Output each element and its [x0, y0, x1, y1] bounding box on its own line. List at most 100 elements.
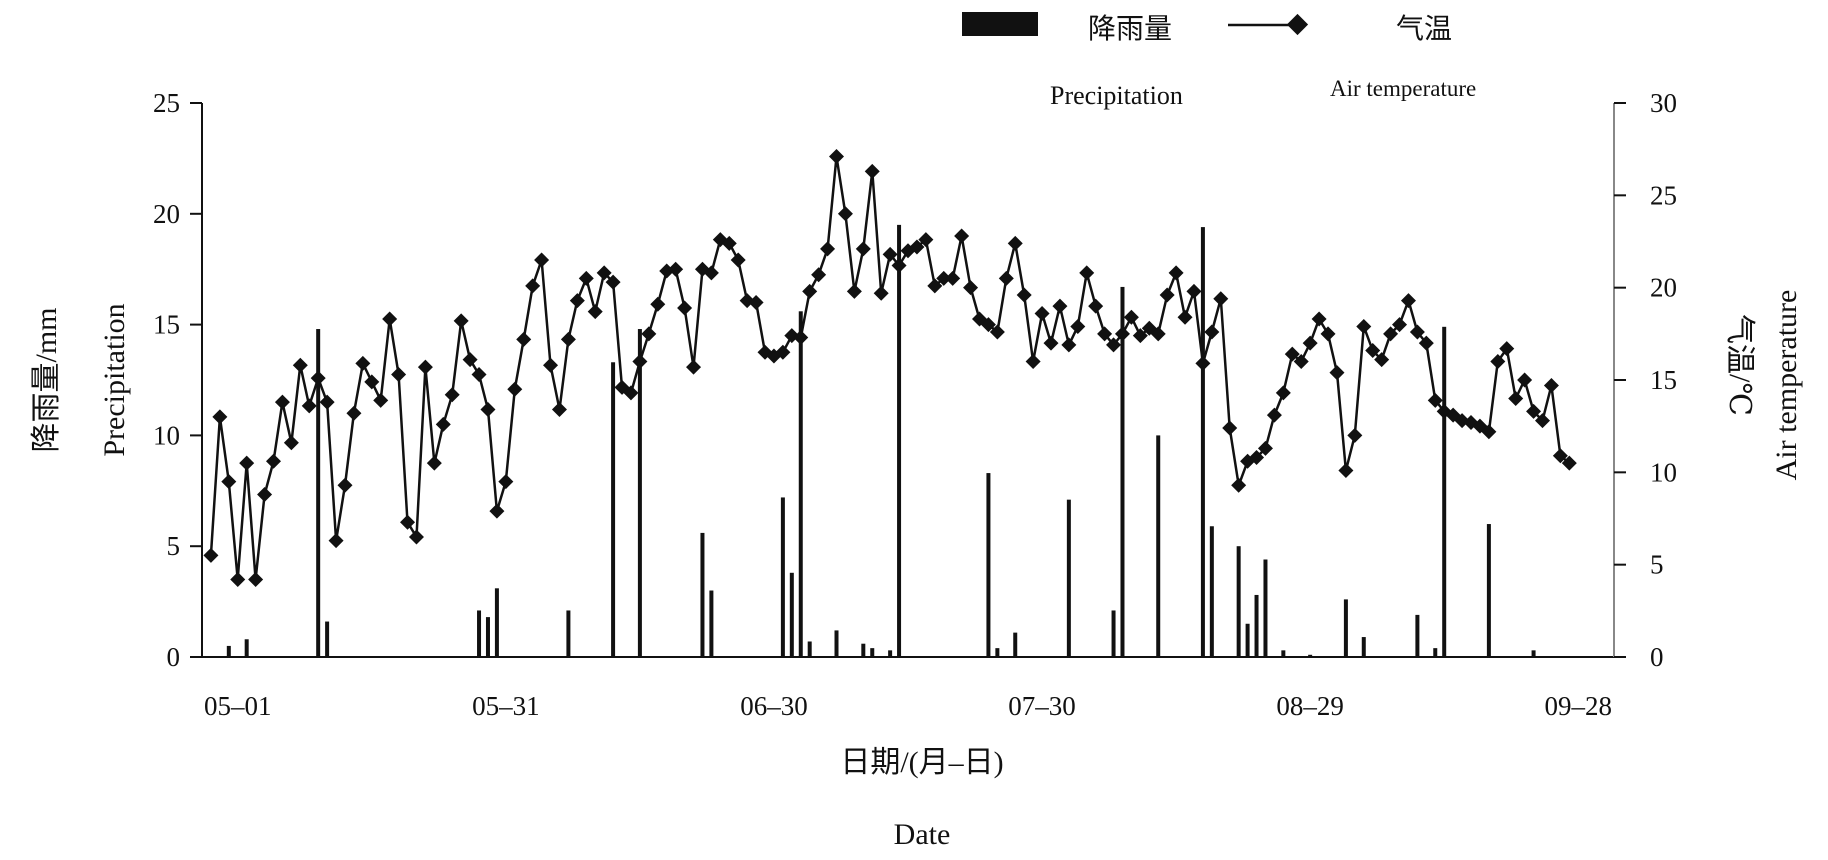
temperature-point: [337, 477, 353, 493]
temperature-point: [1490, 354, 1506, 370]
precipitation-bar: [709, 590, 714, 657]
precipitation-bar: [700, 532, 705, 657]
temperature-point: [1383, 326, 1399, 342]
legend-diamond-marker: [1286, 13, 1309, 36]
temperature-point: [328, 533, 344, 549]
precipitation-bar: [834, 630, 839, 657]
temperature-point: [1088, 298, 1104, 314]
temperature-point: [1257, 440, 1273, 456]
temperature-point: [811, 267, 827, 283]
temperature-point: [1150, 326, 1166, 342]
temperature-point: [364, 374, 380, 390]
x-title-cn: 日期/(月–日): [840, 746, 1003, 779]
precipitation-bar: [1013, 632, 1018, 657]
temperature-point: [864, 163, 880, 179]
precipitation-bar: [485, 617, 490, 657]
temperature-point: [1302, 335, 1318, 351]
temperature-point: [721, 235, 737, 251]
precipitation-bar: [897, 224, 902, 657]
y-left-title-cn: 降雨量/mm: [30, 307, 63, 452]
temperature-point: [292, 357, 308, 373]
y-right-tick-label: 20: [1650, 273, 1677, 303]
temperature-point: [587, 304, 603, 320]
temperature-point: [1034, 306, 1050, 322]
temperature-point: [891, 258, 907, 274]
temperature-point: [1409, 324, 1425, 340]
precipitation-bar: [1308, 654, 1313, 657]
temperature-point: [1320, 326, 1336, 342]
temperature-point: [462, 352, 478, 368]
temperature-point: [1392, 317, 1408, 333]
temperature-point: [1347, 427, 1363, 443]
temperature-point: [346, 405, 362, 421]
temperature-point: [355, 355, 371, 371]
temperature-point: [775, 344, 791, 360]
legend: 降雨量 气温 Precipitation Air temperature: [962, 12, 1476, 110]
temperature-point: [686, 359, 702, 375]
temperature-point: [1552, 448, 1568, 464]
x-axis-ticks: 05–01 05–31 06–30 07–30 08–29 09–28: [204, 691, 1612, 721]
temperature-point: [1213, 291, 1229, 307]
temperature-point: [480, 402, 496, 418]
y-left-tick-label: 5: [167, 531, 181, 561]
temperature-point: [417, 359, 433, 375]
temperature-point: [1043, 335, 1059, 351]
x-tick-label: 06–30: [740, 691, 808, 721]
temperature-point: [1356, 318, 1372, 334]
precipitation-bar: [1343, 599, 1348, 657]
temperature-point: [1284, 346, 1300, 362]
temperature-point: [873, 285, 889, 301]
temperature-point: [793, 330, 809, 346]
x-title-en: Date: [894, 818, 951, 851]
temperature-point: [1481, 424, 1497, 440]
temperature-point: [998, 270, 1014, 286]
y-left-tick-label: 15: [153, 310, 180, 340]
x-tick-label: 09–28: [1545, 691, 1613, 721]
temperature-point: [677, 300, 693, 316]
y-right-tick-label: 0: [1650, 642, 1664, 672]
temperature-point: [918, 232, 934, 248]
precipitation-bar: [1263, 559, 1268, 657]
precipitation-bar: [637, 329, 642, 657]
precipitation-bar: [888, 650, 893, 657]
temperature-point: [274, 394, 290, 410]
precipitation-bar: [789, 572, 794, 657]
y-axis-right-ticks: 0 5 10 15 20 25 30: [1614, 88, 1677, 672]
temperature-point: [391, 366, 407, 382]
y-right-tick-label: 15: [1650, 365, 1677, 395]
temperature-point: [936, 270, 952, 286]
temperature-point: [650, 296, 666, 312]
y-left-tick-label: 10: [153, 420, 180, 450]
temperature-point: [1508, 390, 1524, 406]
temperature-point: [1016, 287, 1032, 303]
temperature-point: [489, 503, 505, 519]
legend-label-precipitation: 降雨量: [1088, 13, 1172, 45]
temperature-point: [1418, 335, 1434, 351]
temperature-point: [1070, 318, 1086, 334]
temperature-point: [632, 354, 648, 370]
precipitation-bar: [1236, 546, 1241, 657]
temperature-point: [668, 261, 684, 277]
temperature-point: [1374, 352, 1390, 368]
temperature-point: [1249, 450, 1265, 466]
temperature-point: [605, 274, 621, 290]
temperature-point: [641, 326, 657, 342]
precipitation-bar: [1120, 286, 1125, 657]
temperature-point: [1097, 326, 1113, 342]
precipitation-bar: [1415, 614, 1420, 657]
temperature-point: [382, 311, 398, 327]
temperature-point: [435, 416, 451, 432]
temperature-point: [1266, 407, 1282, 423]
temperature-point: [1329, 365, 1345, 381]
temperature-point: [1338, 462, 1354, 478]
temperature-point: [310, 370, 326, 386]
axis-titles: 降雨量/mm Precipitation 气温/℃ Air temperatur…: [30, 290, 1803, 851]
precipitation-bar: [244, 639, 249, 657]
temperature-point: [1106, 337, 1122, 353]
y-right-title-en: Air temperature: [1770, 290, 1803, 481]
precipitation-bar: [1442, 326, 1447, 657]
precipitation-bar: [1281, 650, 1286, 657]
precipitation-bar: [325, 621, 330, 657]
